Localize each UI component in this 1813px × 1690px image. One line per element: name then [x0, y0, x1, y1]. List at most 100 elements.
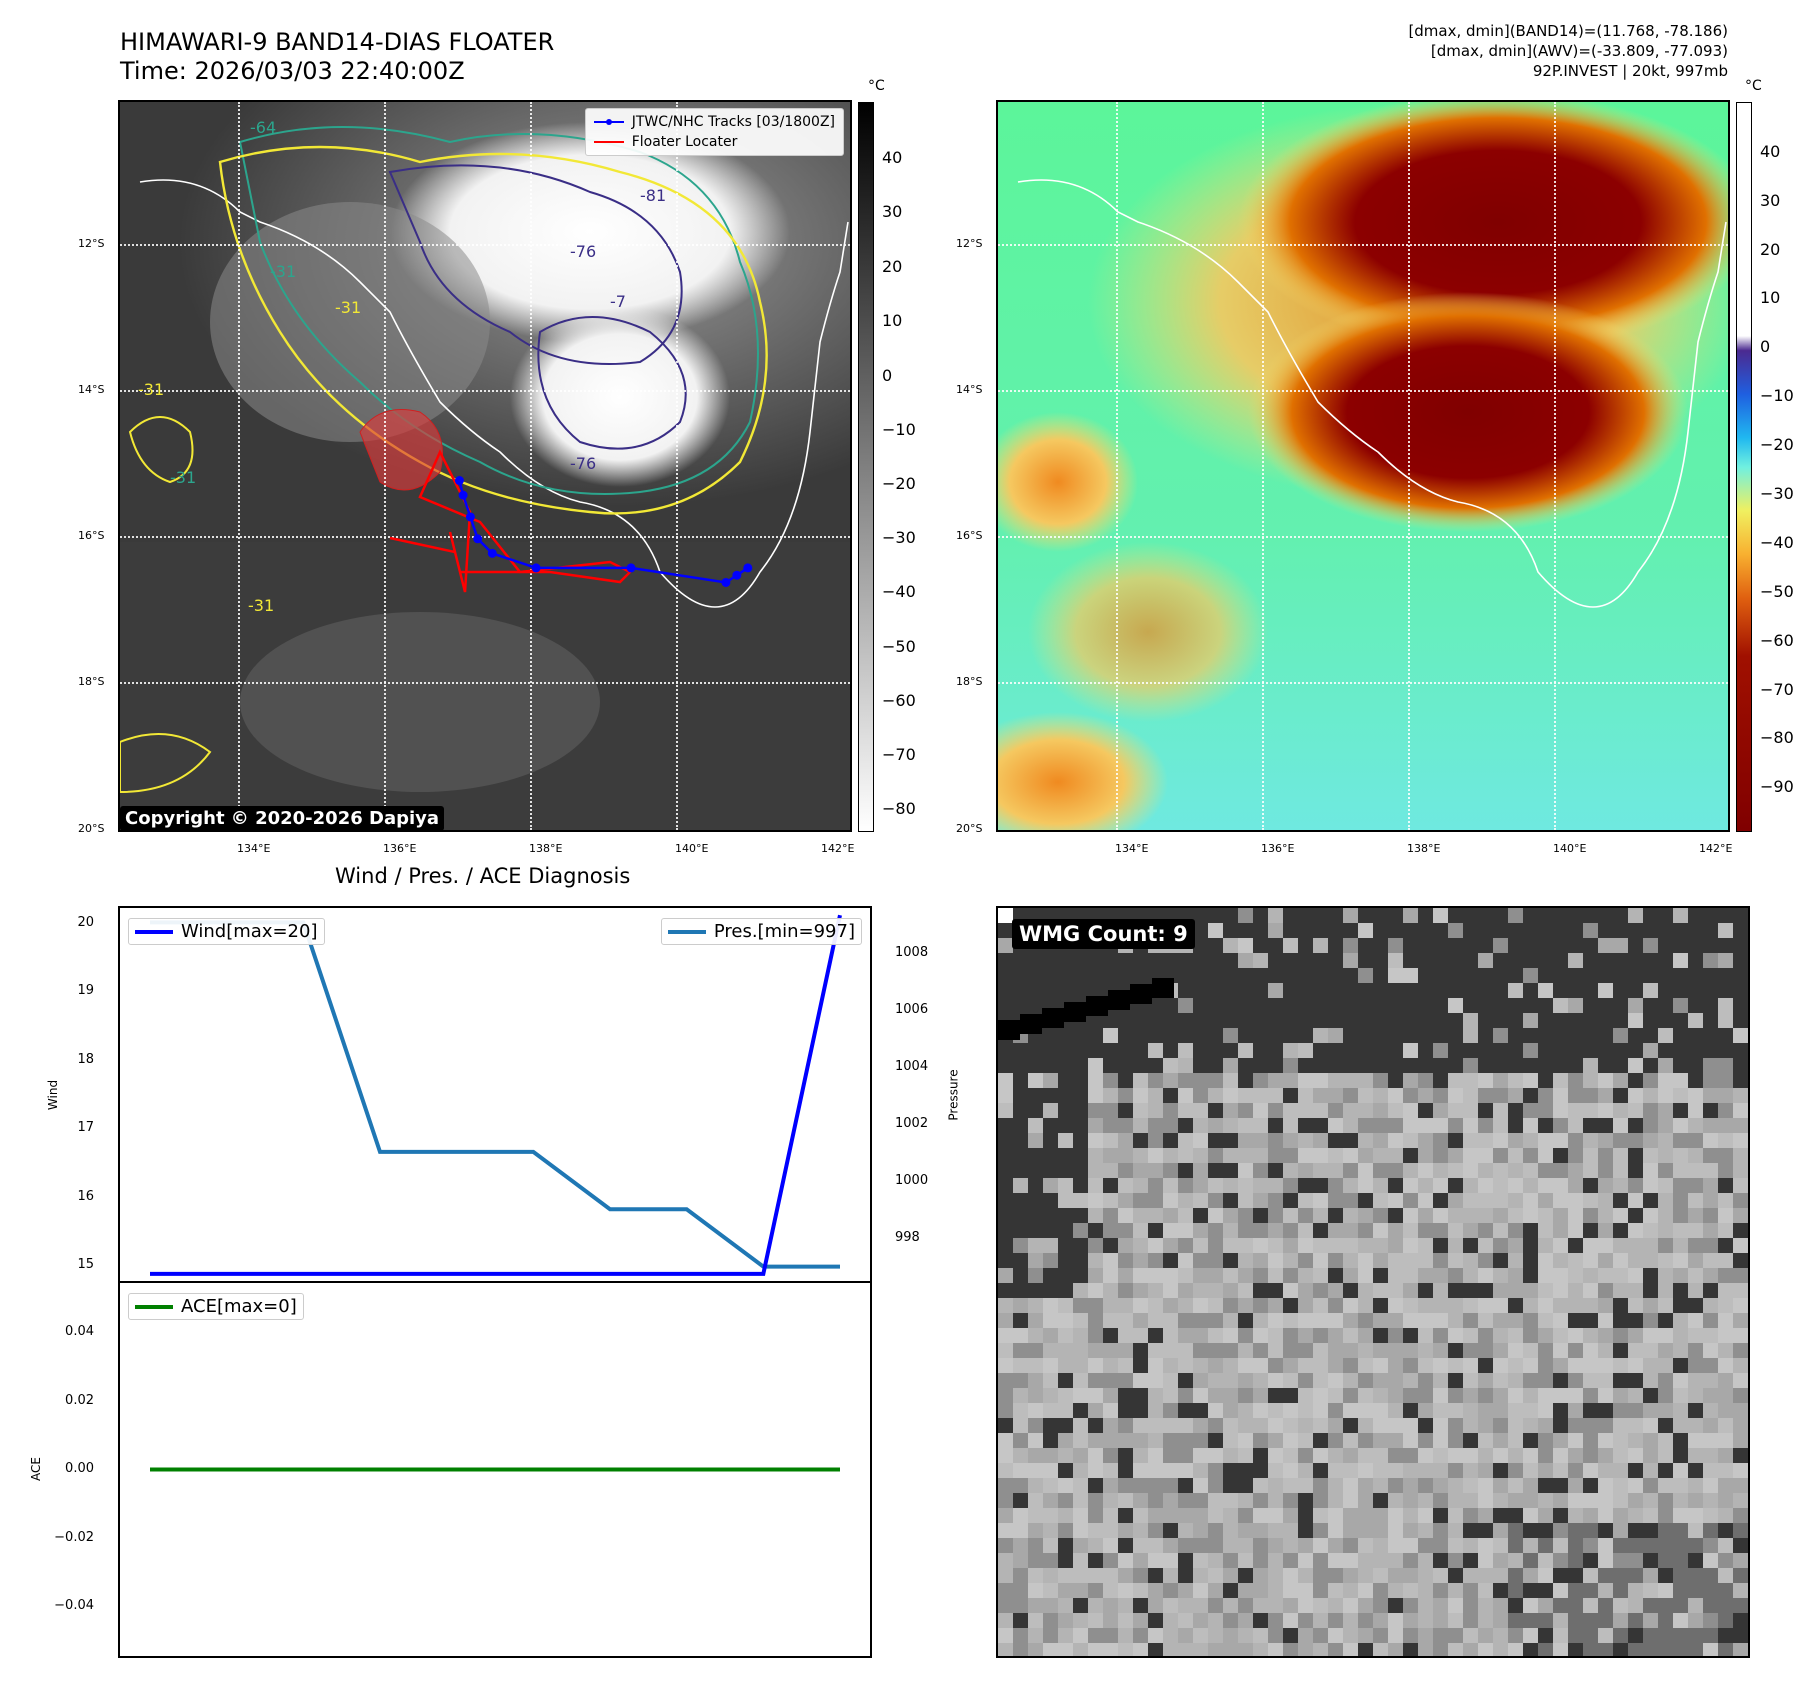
track-point: [487, 548, 497, 558]
pres-legend: Pres.[min=997]: [660, 918, 862, 945]
colorbar-right-unit: °C: [1745, 78, 1762, 94]
legend-locator-swatch: [593, 141, 624, 143]
lat-label: 20°S: [78, 822, 105, 835]
ace-plot: [150, 1467, 840, 1472]
wmg-image: [998, 908, 1748, 1656]
track-overlay: [389, 449, 753, 593]
ace-tick: 0.02: [65, 1393, 94, 1408]
colorbar-right: [1736, 102, 1752, 832]
legend-track-label: JTWC/NHC Tracks [03/1800Z]: [631, 114, 835, 130]
track-point: [473, 534, 483, 544]
lon-label: 138°E: [1407, 842, 1441, 855]
track-point: [721, 577, 731, 587]
cbar-left-tick: −60: [882, 691, 916, 710]
track-point: [732, 570, 742, 580]
ace-legend-label: ACE[max=0]: [181, 1296, 297, 1317]
pres-legend-swatch: [667, 929, 706, 934]
colorbar-left: [858, 102, 874, 832]
pressure-tick: 1000: [895, 1173, 929, 1188]
ace-tick: −0.04: [54, 1598, 94, 1613]
map-legend: JTWC/NHC Tracks [03/1800Z] Floater Locat…: [584, 108, 844, 156]
cbar-left-tick: 40: [882, 148, 903, 167]
cbar-right-tick: −50: [1760, 582, 1794, 601]
cbar-left-tick: −20: [882, 474, 916, 493]
awv-map-image: [998, 102, 1728, 830]
dmax-awv-text: [dmax, dmin](AWV)=(-33.809, -77.093): [1430, 42, 1728, 60]
ace-legend: ACE[max=0]: [128, 1293, 304, 1320]
cbar-left-tick: −30: [882, 528, 916, 547]
contour-label: -76: [570, 454, 597, 473]
dmax-band14-text: [dmax, dmin](BAND14)=(11.768, -78.186): [1408, 22, 1728, 40]
copyright-badge: Copyright © 2020-2026 Dapiya: [120, 806, 445, 831]
ace-legend-swatch: [135, 1304, 173, 1309]
cbar-right-tick: 0: [1760, 337, 1771, 356]
contour-label: -31: [138, 380, 165, 399]
wind-legend: Wind[max=20]: [128, 918, 325, 945]
wmg-count-badge: WMG Count: 9: [1012, 919, 1195, 949]
lon-label: 138°E: [529, 842, 563, 855]
track-point: [531, 563, 541, 573]
pressure-tick: 1006: [895, 1002, 929, 1017]
cbar-left-tick: −50: [882, 637, 916, 656]
figure-title-line1: HIMAWARI-9 BAND14-DIAS FLOATER: [120, 28, 555, 56]
awv-map-panel: [996, 100, 1730, 832]
cbar-left-tick: 20: [882, 257, 903, 276]
cbar-right-tick: −80: [1760, 728, 1794, 747]
cbar-left-tick: 10: [882, 311, 903, 330]
wind-tick: 18: [77, 1052, 94, 1067]
legend-locator-label: Floater Locater: [631, 134, 738, 150]
wind-pressure-panel: Wind[max=20] Pres.[min=997]: [118, 906, 872, 1283]
contour-label: -81: [640, 186, 667, 205]
track-point: [626, 563, 636, 573]
ace-tick: −0.02: [54, 1530, 94, 1545]
wind-tick: 20: [77, 915, 94, 930]
lat-label: 12°S: [78, 237, 105, 250]
cbar-right-tick: −20: [1760, 435, 1794, 454]
track-point: [454, 476, 464, 486]
contour-label: -31: [270, 262, 297, 281]
track-line: [458, 480, 749, 584]
track-point: [458, 490, 468, 500]
cbar-right-tick: −70: [1760, 680, 1794, 699]
lon-label: 134°E: [1115, 842, 1149, 855]
wind-tick: 17: [77, 1120, 94, 1135]
lon-label: 136°E: [1261, 842, 1295, 855]
wind-pressure-plot: [150, 914, 842, 1276]
lon-label: 136°E: [383, 842, 417, 855]
cbar-right-tick: 10: [1760, 288, 1781, 307]
contour-label: -76: [570, 242, 597, 261]
lat-label: 20°S: [956, 822, 983, 835]
cbar-left-tick: 30: [882, 202, 903, 221]
ace-panel: ACE[max=0]: [118, 1281, 872, 1658]
storm-info-text: 92P.INVEST | 20kt, 997mb: [1532, 62, 1728, 80]
wind-tick: 15: [77, 1257, 94, 1272]
lat-label: 16°S: [78, 529, 105, 542]
track-point: [743, 563, 753, 573]
pressure-axis-label: Pressure: [946, 1069, 961, 1121]
pressure-tick: 1002: [895, 1116, 929, 1131]
cbar-right-tick: −10: [1760, 386, 1794, 405]
cbar-right-tick: −40: [1760, 533, 1794, 552]
pressure-series-line: [150, 920, 840, 1269]
cbar-left-tick: −80: [882, 799, 916, 818]
wind-axis-label: Wind: [46, 1079, 61, 1111]
cbar-right-tick: −90: [1760, 777, 1794, 796]
cbar-left-tick: −10: [882, 420, 916, 439]
ir-map-image: [120, 102, 850, 830]
ace-tick: 0.04: [65, 1324, 94, 1339]
cbar-left-tick: −40: [882, 582, 916, 601]
pressure-tick: 998: [895, 1230, 920, 1245]
legend-track-swatch: [593, 119, 624, 125]
ir-map-panel: -64 -81 -76 -7 -31 -31 -76 -31 -31 -31 J…: [118, 100, 852, 832]
lat-label: 14°S: [956, 383, 983, 396]
lon-label: 134°E: [237, 842, 271, 855]
cbar-right-tick: 20: [1760, 240, 1781, 259]
lat-label: 18°S: [78, 675, 105, 688]
lon-label: 142°E: [821, 842, 855, 855]
pres-legend-label: Pres.[min=997]: [713, 921, 855, 942]
cbar-right-tick: −30: [1760, 484, 1794, 503]
wmg-panel: [996, 906, 1750, 1658]
lat-label: 12°S: [956, 237, 983, 250]
pressure-tick: 1004: [895, 1059, 929, 1074]
wind-tick: 19: [77, 983, 94, 998]
